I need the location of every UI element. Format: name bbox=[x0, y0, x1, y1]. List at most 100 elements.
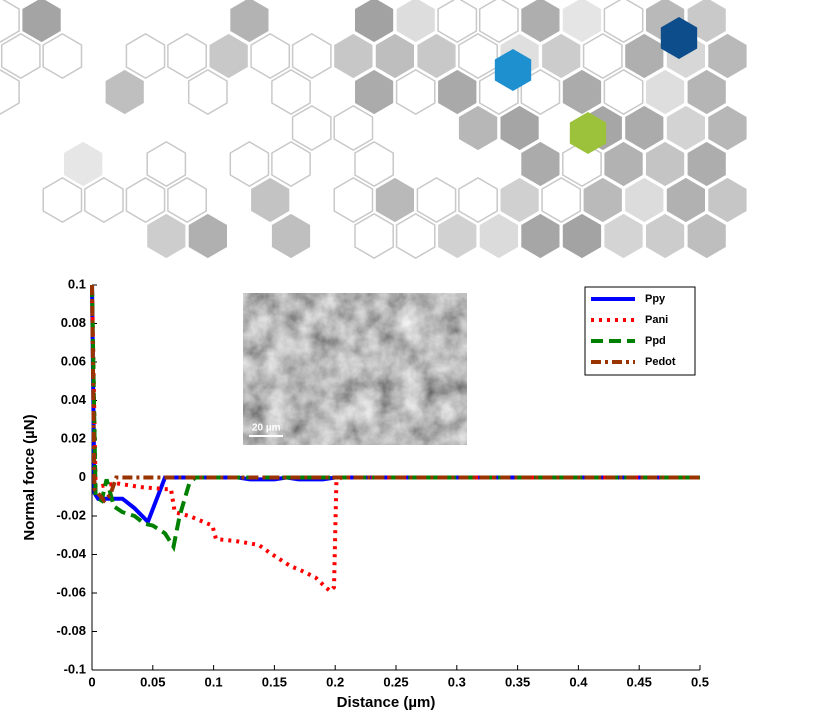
hexagon bbox=[85, 178, 123, 222]
legend-label: Pedot bbox=[645, 356, 676, 368]
hexagon bbox=[397, 214, 435, 258]
x-tick-label: 0 bbox=[88, 674, 95, 689]
hexagon bbox=[0, 70, 19, 114]
hexagon bbox=[397, 70, 435, 114]
y-tick-label: 0 bbox=[79, 469, 86, 484]
legend-label: Ppd bbox=[645, 335, 666, 347]
hexagon bbox=[147, 214, 185, 258]
hexagon bbox=[459, 34, 497, 78]
hexagon bbox=[355, 70, 393, 114]
hexagon bbox=[646, 70, 684, 114]
x-tick-label: 0.4 bbox=[569, 674, 588, 689]
x-tick-label: 0.35 bbox=[505, 674, 530, 689]
hexagon bbox=[43, 34, 81, 78]
hexagon bbox=[708, 178, 746, 222]
hexagon bbox=[168, 34, 206, 78]
x-tick-label: 0.2 bbox=[326, 674, 344, 689]
hexagon bbox=[563, 0, 601, 42]
hexagon bbox=[334, 178, 372, 222]
hexagon bbox=[604, 0, 642, 42]
hexagon bbox=[542, 178, 580, 222]
hexagon bbox=[293, 34, 331, 78]
chart: 20 µm 0.10.080.060.040.020-0.02-0.04-0.0… bbox=[0, 0, 825, 714]
hexagon bbox=[168, 178, 206, 222]
inset-image: 20 µm bbox=[243, 293, 467, 445]
hexagon bbox=[355, 0, 393, 42]
hexagon bbox=[646, 214, 684, 258]
y-tick-label: -0.08 bbox=[56, 623, 86, 638]
x-axis-label: Distance (µm) bbox=[337, 694, 436, 711]
hexagon bbox=[708, 106, 746, 150]
hexagon bbox=[22, 0, 60, 42]
y-tick-label: 0.1 bbox=[68, 276, 86, 291]
hexagon bbox=[542, 34, 580, 78]
hexagon bbox=[480, 0, 518, 42]
x-tick-label: 0.5 bbox=[691, 674, 709, 689]
hexagon bbox=[272, 142, 310, 186]
hexagon bbox=[688, 142, 726, 186]
y-tick-label: 0.04 bbox=[61, 392, 87, 407]
hexagon bbox=[417, 178, 455, 222]
hexagon bbox=[272, 70, 310, 114]
hexagon bbox=[2, 34, 40, 78]
hexagon bbox=[688, 70, 726, 114]
hexagon bbox=[251, 34, 289, 78]
hexagon bbox=[438, 0, 476, 42]
hexagon bbox=[521, 214, 559, 258]
legend-label: Ppy bbox=[645, 293, 666, 305]
hexagon bbox=[501, 106, 539, 150]
hexagon bbox=[64, 142, 102, 186]
y-tick-label: -0.06 bbox=[56, 584, 86, 599]
hexagon bbox=[189, 214, 227, 258]
x-tick-label: 0.25 bbox=[383, 674, 408, 689]
y-tick-label: 0.02 bbox=[61, 430, 86, 445]
hexagon bbox=[376, 178, 414, 222]
hexagon bbox=[293, 106, 331, 150]
hexagon bbox=[376, 34, 414, 78]
hexagon bbox=[126, 34, 164, 78]
y-axis-label: Normal force (µN) bbox=[21, 414, 38, 540]
hexagon bbox=[147, 142, 185, 186]
hexagon bbox=[230, 142, 268, 186]
hexagon bbox=[189, 70, 227, 114]
hexagon bbox=[251, 178, 289, 222]
y-tick-label: -0.04 bbox=[56, 546, 86, 561]
scale-label: 20 µm bbox=[252, 423, 281, 434]
hexagon bbox=[584, 178, 622, 222]
hexagon bbox=[272, 214, 310, 258]
hexagon bbox=[667, 178, 705, 222]
hexagon bbox=[604, 214, 642, 258]
hexagon bbox=[230, 0, 268, 42]
hexagon bbox=[334, 106, 372, 150]
hexagon bbox=[667, 106, 705, 150]
hexagon bbox=[480, 214, 518, 258]
hexagon bbox=[459, 178, 497, 222]
hexagon bbox=[397, 0, 435, 42]
hexagon bbox=[106, 70, 144, 114]
hexagon bbox=[355, 214, 393, 258]
x-tick-label: 0.45 bbox=[627, 674, 652, 689]
hexagon bbox=[584, 34, 622, 78]
x-tick-label: 0.1 bbox=[205, 674, 223, 689]
x-tick-label: 0.05 bbox=[140, 674, 165, 689]
hexagon bbox=[417, 34, 455, 78]
hexagon bbox=[210, 34, 248, 78]
y-tick-label: -0.1 bbox=[64, 661, 86, 676]
hexagon bbox=[708, 34, 746, 78]
hexagon bbox=[438, 70, 476, 114]
hexagon bbox=[646, 142, 684, 186]
hexagon bbox=[625, 34, 663, 78]
hexagon bbox=[43, 178, 81, 222]
background-hexagons bbox=[0, 0, 747, 258]
x-tick-label: 0.3 bbox=[448, 674, 466, 689]
hexagon bbox=[563, 214, 601, 258]
y-tick-label: 0.08 bbox=[61, 315, 86, 330]
hexagon bbox=[438, 214, 476, 258]
y-tick-label: 0.06 bbox=[61, 353, 86, 368]
hexagon bbox=[563, 70, 601, 114]
legend-label: Pani bbox=[645, 314, 668, 326]
hexagon bbox=[126, 178, 164, 222]
hexagon bbox=[459, 106, 497, 150]
hexagon bbox=[355, 142, 393, 186]
hexagon bbox=[688, 214, 726, 258]
